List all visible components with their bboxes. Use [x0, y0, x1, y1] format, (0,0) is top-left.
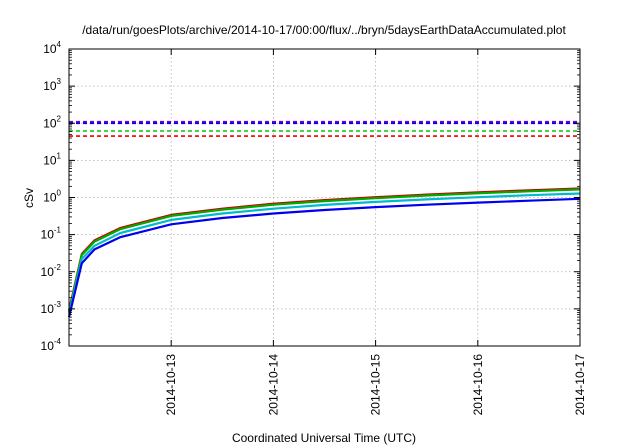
chart-title: /data/run/goesPlots/archive/2014-10-17/0… — [82, 23, 566, 37]
y-tick-label: 101 — [43, 151, 61, 167]
y-tick-label: 10-3 — [41, 300, 62, 316]
y-axis-ticks: 10-4 10-3 10-2 10-1 100 101 102 103 104 — [41, 40, 580, 353]
x-tick-label: 2014-10-16 — [471, 354, 485, 416]
series-layer — [67, 120, 581, 318]
x-tick-label: 2014-10-15 — [369, 354, 383, 416]
x-axis-label: Coordinated Universal Time (UTC) — [232, 431, 416, 445]
x-tick-label: 2014-10-13 — [164, 354, 178, 416]
x-tick-label: 2014-10-14 — [266, 354, 280, 416]
series-line-2 — [67, 188, 581, 313]
y-tick-label: 100 — [43, 189, 61, 205]
x-axis-ticks: 2014-10-13 2014-10-14 2014-10-15 2014-10-16… — [164, 49, 587, 415]
grid — [69, 49, 581, 346]
y-tick-label: 10-4 — [41, 337, 62, 353]
series-line-4 — [67, 197, 581, 318]
series-line-3 — [67, 192, 581, 315]
series-line-1 — [67, 187, 581, 311]
y-axis-label: cSv — [22, 188, 36, 208]
plot-frame — [68, 48, 581, 347]
x-tick-label: 2014-10-17 — [573, 354, 587, 416]
y-tick-label: 10-1 — [41, 226, 62, 242]
y-tick-label: 104 — [43, 40, 61, 56]
y-tick-label: 102 — [43, 114, 61, 130]
y-tick-label: 10-2 — [41, 263, 62, 279]
y-tick-label: 103 — [43, 77, 61, 93]
